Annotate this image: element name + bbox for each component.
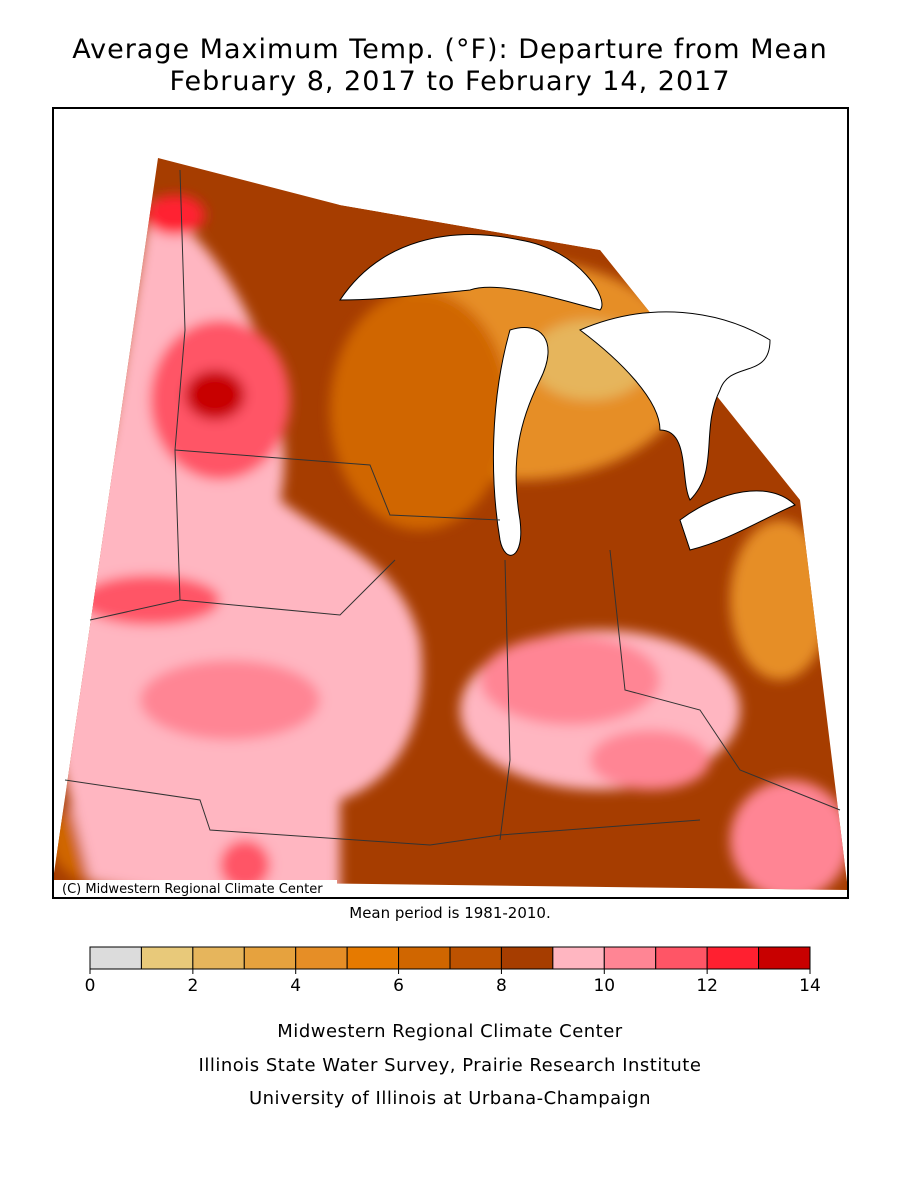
colorbar-tick-label: 4: [290, 976, 301, 996]
footer-line: University of Illinois at Urbana-Champai…: [249, 1088, 651, 1109]
colorbar-tick-label: 2: [187, 976, 198, 996]
colorbar-bin: [346, 946, 400, 970]
colorbar-bin: [655, 946, 708, 970]
footer-line: Midwestern Regional Climate Center: [277, 1021, 623, 1042]
footer-line: Illinois State Water Survey, Prairie Res…: [199, 1055, 702, 1076]
colorbar-tick-label: 12: [696, 976, 718, 996]
title-line: Average Maximum Temp. (°F): Departure fr…: [72, 34, 828, 65]
map: (C) Midwestern Regional Climate Center: [52, 107, 849, 899]
colorbar-tick-label: 8: [496, 976, 507, 996]
colorbar-tick-label: 14: [799, 976, 821, 996]
colorbar-bin: [192, 946, 245, 970]
map-credit: (C) Midwestern Regional Climate Center: [62, 882, 323, 897]
colorbar-tick-label: 0: [85, 976, 96, 996]
colorbar-bin: [243, 946, 297, 970]
colorbar-tick-label: 10: [593, 976, 615, 996]
colorbar-bin: [500, 946, 554, 970]
mean-period-note: Mean period is 1981-2010.: [349, 904, 550, 922]
colorbar-bin: [706, 946, 760, 970]
colorbar-bin: [89, 946, 142, 970]
colorbar-bin: [603, 946, 657, 970]
colorbar-bin: [295, 946, 348, 970]
title-line: February 8, 2017 to February 14, 2017: [169, 66, 730, 97]
colorbar: 0 2 4 6 8 10 12 14: [85, 946, 821, 996]
colorbar-tick-label: 6: [393, 976, 404, 996]
colorbar-bin: [398, 946, 451, 970]
colorbar-bin: [140, 946, 194, 970]
colorbar-bin: [758, 946, 811, 970]
colorbar-bin: [449, 946, 502, 970]
colorbar-bin: [552, 946, 605, 970]
